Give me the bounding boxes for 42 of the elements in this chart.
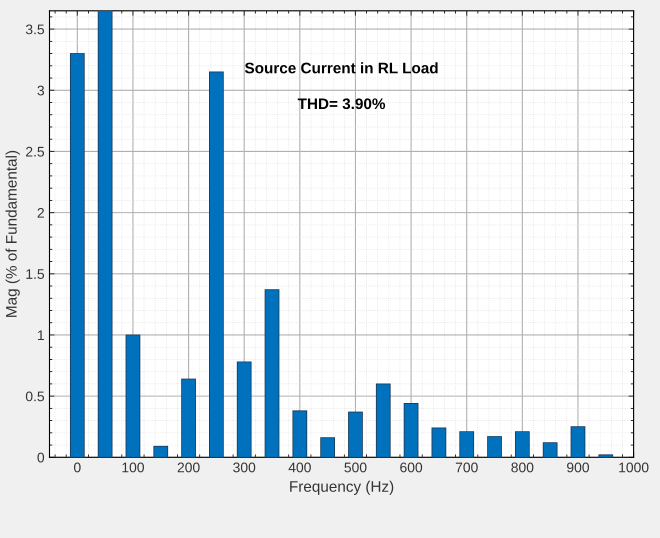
- bar: [432, 428, 446, 458]
- bar: [487, 436, 502, 458]
- x-tick-label: 0: [74, 462, 81, 472]
- bar: [514, 431, 530, 458]
- bar: [98, 10, 112, 458]
- x-tick-label: 300: [233, 462, 256, 472]
- y-tick-label: 0: [37, 452, 44, 462]
- x-tick-label: 500: [344, 462, 366, 472]
- bar: [236, 361, 252, 458]
- x-tick-label: 900: [567, 462, 590, 472]
- x-tick-label: 400: [288, 462, 311, 472]
- x-tick-label: 800: [511, 462, 534, 472]
- bar: [404, 403, 418, 458]
- bar: [459, 431, 474, 458]
- bar: [376, 383, 391, 458]
- bar: [153, 446, 168, 458]
- bar: [264, 289, 280, 458]
- y-tick-label: 2: [38, 208, 44, 218]
- x-tick-label: 200: [178, 462, 200, 472]
- bar: [348, 412, 363, 458]
- x-tick-label: 1000: [619, 462, 649, 472]
- y-tick-label: 1.5: [26, 269, 44, 279]
- y-tick-label: 3: [37, 86, 44, 96]
- y-tick-label: 1: [38, 330, 44, 340]
- text: THD= 3.90%: [298, 98, 386, 110]
- bar: [181, 378, 196, 458]
- x-tick-label: 700: [456, 462, 478, 472]
- y-tick-label: 3.5: [26, 24, 44, 34]
- bar: [70, 53, 85, 458]
- bar: [320, 437, 336, 458]
- bar: [209, 72, 224, 458]
- x-tick-label: 600: [400, 462, 422, 472]
- y-tick-label: 2.5: [26, 146, 44, 157]
- bar: [542, 442, 558, 458]
- y-axis-title: Mag (% of Fundamental): [6, 150, 20, 317]
- bar: [126, 334, 140, 458]
- x-axis-title: Frequency (Hz): [290, 480, 394, 495]
- bar: [570, 426, 586, 458]
- y-tick-label: 0.5: [26, 391, 44, 402]
- x-tick-label: 100: [122, 462, 144, 472]
- bar: [292, 410, 308, 458]
- text: Source Current in RL Load: [244, 62, 438, 74]
